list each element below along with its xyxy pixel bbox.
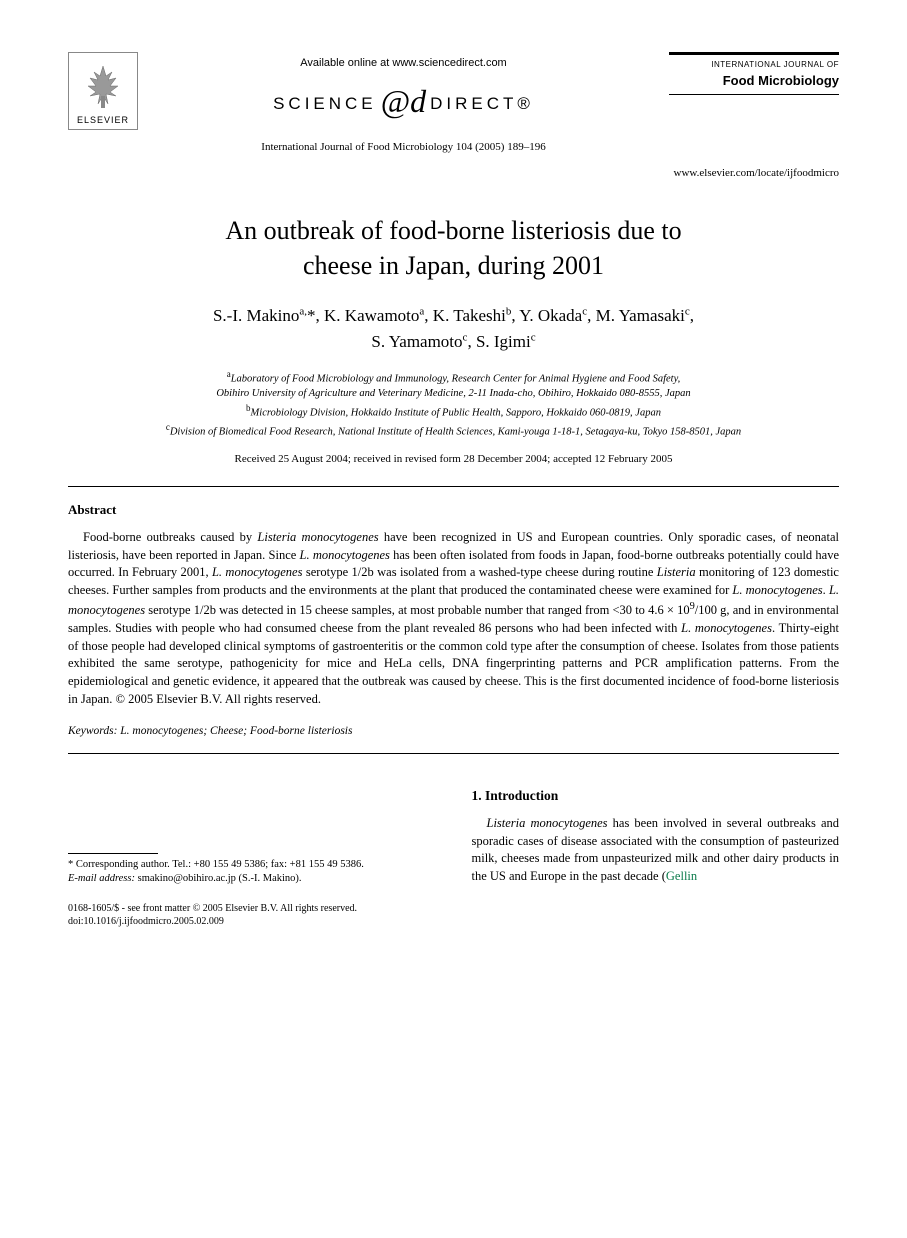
affiliations: aLaboratory of Food Microbiology and Imm… xyxy=(68,368,839,440)
article-title: An outbreak of food-borne listeriosis du… xyxy=(68,213,839,283)
sciencedirect-logo: SCIENCE @d DIRECT® xyxy=(273,81,534,126)
sciencedirect-d-icon: @d xyxy=(381,79,426,124)
journal-box: INTERNATIONAL JOURNAL OF Food Microbiolo… xyxy=(669,52,839,95)
rule-below-abstract xyxy=(68,753,839,754)
article-dates: Received 25 August 2004; received in rev… xyxy=(68,452,839,467)
citation-line: International Journal of Food Microbiolo… xyxy=(138,140,669,155)
footnote-rule xyxy=(68,853,158,854)
elsevier-label: ELSEVIER xyxy=(77,114,129,127)
email-label: E-mail address: xyxy=(68,873,135,884)
rule-above-abstract xyxy=(68,486,839,487)
keywords-text: L. monocytogenes; Cheese; Food-borne lis… xyxy=(120,725,352,737)
bottom-metadata: 0168-1605/$ - see front matter © 2005 El… xyxy=(68,902,839,929)
abstract-section: Abstract Food-borne outbreaks caused by … xyxy=(68,501,839,739)
affiliation-a: Laboratory of Food Microbiology and Immu… xyxy=(231,374,681,385)
two-column-region: * Corresponding author. Tel.: +80 155 49… xyxy=(68,786,839,886)
corresponding-text: * Corresponding author. Tel.: +80 155 49… xyxy=(68,859,364,870)
journal-name: Food Microbiology xyxy=(669,72,839,90)
abstract-heading: Abstract xyxy=(68,501,839,519)
issn-line: 0168-1605/$ - see front matter © 2005 El… xyxy=(68,903,357,914)
sciencedirect-right: DIRECT® xyxy=(430,92,534,116)
doi-line: doi:10.1016/j.ijfoodmicro.2005.02.009 xyxy=(68,916,224,927)
journal-super-title: INTERNATIONAL JOURNAL OF xyxy=(669,59,839,70)
keywords: Keywords: L. monocytogenes; Cheese; Food… xyxy=(68,723,839,739)
corresponding-author-footnote: * Corresponding author. Tel.: +80 155 49… xyxy=(68,858,436,886)
page-header: ELSEVIER Available online at www.science… xyxy=(68,52,839,156)
right-column: 1. Introduction Listeria monocytogenes h… xyxy=(472,786,840,886)
title-line1: An outbreak of food-borne listeriosis du… xyxy=(225,216,681,245)
header-center: Available online at www.sciencedirect.co… xyxy=(138,52,669,156)
affiliation-a2: Obihiro University of Agriculture and Ve… xyxy=(216,388,690,399)
affiliation-c: Division of Biomedical Food Research, Na… xyxy=(170,427,741,438)
left-column: * Corresponding author. Tel.: +80 155 49… xyxy=(68,786,436,886)
authors-line2: S. Yamamotoc, S. Igimic xyxy=(371,332,535,351)
keywords-label: Keywords: xyxy=(68,725,117,737)
title-line2: cheese in Japan, during 2001 xyxy=(303,251,604,280)
abstract-body: Food-borne outbreaks caused by Listeria … xyxy=(68,529,839,709)
available-online-text: Available online at www.sciencedirect.co… xyxy=(138,56,669,71)
email-address: smakino@obihiro.ac.jp (S.-I. Makino). xyxy=(138,873,302,884)
affiliation-b: Microbiology Division, Hokkaido Institut… xyxy=(251,408,661,419)
introduction-heading: 1. Introduction xyxy=(472,786,840,805)
author-list: S.-I. Makinoa,*, K. Kawamotoa, K. Takesh… xyxy=(68,303,839,354)
introduction-body: Listeria monocytogenes has been involved… xyxy=(472,815,840,886)
locate-url: www.elsevier.com/locate/ijfoodmicro xyxy=(68,166,839,181)
elsevier-logo: ELSEVIER xyxy=(68,52,138,130)
elsevier-tree-icon xyxy=(78,60,128,114)
sciencedirect-left: SCIENCE xyxy=(273,92,377,116)
authors-line1: S.-I. Makinoa,*, K. Kawamotoa, K. Takesh… xyxy=(213,306,694,325)
